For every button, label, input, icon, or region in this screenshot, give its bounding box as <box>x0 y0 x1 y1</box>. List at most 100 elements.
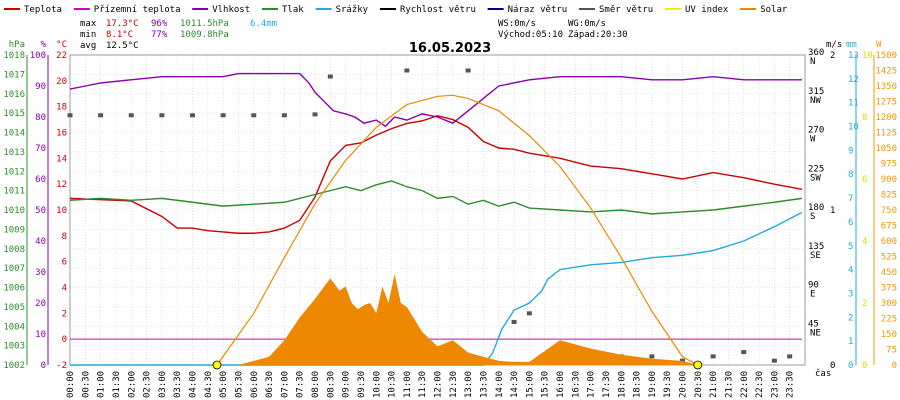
x-tick-label-5: 02:30 <box>143 371 153 398</box>
series-2 <box>69 72 802 128</box>
x-tick-label-25: 12:30 <box>449 371 459 398</box>
w-tick-7: 525 <box>881 253 897 263</box>
dir-tick-7: 360 <box>808 48 824 58</box>
uv-tick-2: 4 <box>862 237 867 247</box>
degc-axis-tick-0: -2 <box>56 361 67 371</box>
hpa-axis-tick-0: 1002 <box>3 361 25 371</box>
mm-axis-label: mm <box>846 40 857 50</box>
hpa-axis-tick-12: 1014 <box>3 129 25 139</box>
stat-wg: WG:0m/s <box>568 19 606 29</box>
stat-max-press: 1011.5hPa <box>180 19 229 29</box>
x-axis-label: čas <box>815 368 831 379</box>
x-tick-label-15: 07:30 <box>296 371 306 398</box>
x-tick-label-28: 14:00 <box>495 371 505 398</box>
legend-label-3: Tlak <box>282 5 304 15</box>
hpa-axis-tick-3: 1005 <box>3 303 25 313</box>
mm-tick-10: 10 <box>848 123 859 133</box>
wind-dir-point-0 <box>67 113 73 118</box>
ms-tick-1: 1 <box>830 206 835 216</box>
stat-ws: WS:0m/s <box>498 19 536 29</box>
uv-tick-4: 8 <box>862 113 867 123</box>
hpa-axis-tick-1: 1003 <box>3 342 25 352</box>
mm-tick-3: 3 <box>848 289 853 299</box>
wind-dir-point-2 <box>128 113 134 118</box>
ms-axis-label: m/s <box>826 40 842 50</box>
w-tick-20: 1500 <box>875 51 897 61</box>
x-tick-label-7: 03:30 <box>173 371 183 398</box>
stat-min-press: 1009.8hPa <box>180 30 229 40</box>
degc-axis-label: °C <box>56 40 67 50</box>
x-tick-label-8: 04:00 <box>189 371 199 398</box>
wind-dir-point-1 <box>98 113 104 118</box>
wind-dir-point-22 <box>771 358 777 363</box>
w-axis-label: W <box>876 40 882 50</box>
mm-tick-8: 8 <box>848 170 853 180</box>
x-tick-label-47: 23:30 <box>786 371 796 398</box>
series-3 <box>69 180 803 215</box>
w-tick-8: 600 <box>881 237 897 247</box>
legend-label-0: Teplota <box>24 5 62 15</box>
dir-tick-5: 270 <box>808 126 824 136</box>
x-tick-label-1: 00:30 <box>81 371 91 398</box>
pct-axis-tick-0: 0 <box>41 361 46 371</box>
mm-tick-6: 6 <box>848 218 853 228</box>
series-solar-theoretical <box>216 94 699 366</box>
x-tick-label-23: 11:30 <box>418 371 428 398</box>
x-tick-label-33: 16:30 <box>571 371 581 398</box>
x-tick-label-19: 09:30 <box>357 371 367 398</box>
dir-tick-3: 180 <box>808 203 824 213</box>
legend-label-7: Směr větru <box>599 5 653 15</box>
wind-dir-point-19 <box>680 358 685 363</box>
degc-axis-tick-10: 18 <box>56 103 67 113</box>
x-tick-label-27: 13:30 <box>479 371 489 398</box>
pct-axis-tick-5: 50 <box>35 206 46 216</box>
hpa-axis-label: hPa <box>9 40 25 50</box>
legend-label-5: Rychlost větru <box>400 5 476 15</box>
wind-dir-point-11 <box>465 68 471 73</box>
w-tick-13: 975 <box>881 160 897 170</box>
wind-dir-point-6 <box>251 113 257 118</box>
wind-dir-point-21 <box>741 350 747 355</box>
x-tick-label-16: 08:00 <box>311 371 321 398</box>
degc-axis-tick-2: 2 <box>62 309 67 319</box>
hpa-axis-tick-6: 1008 <box>3 245 25 255</box>
stats-box: max 17.3°C 96% 1011.5hPa 6.4mm min 8.1°C… <box>80 19 628 51</box>
dir-cardinal-7: N <box>810 57 815 67</box>
mm-tick-4: 4 <box>848 266 853 276</box>
degc-axis-tick-6: 10 <box>56 206 67 216</box>
x-tick-label-17: 08:30 <box>326 371 336 398</box>
legend-label-2: Vlhkost <box>212 5 250 15</box>
x-tick-label-9: 04:30 <box>204 371 214 398</box>
wind-dir-point-12 <box>511 319 517 324</box>
hpa-axis-tick-5: 1007 <box>3 264 25 274</box>
stat-avg-temp: 12.5°C <box>106 41 139 51</box>
x-tick-label-11: 05:30 <box>234 371 244 398</box>
uv-tick-5: 10 <box>862 51 873 61</box>
x-tick-label-2: 01:00 <box>97 371 107 398</box>
x-tick-label-13: 06:30 <box>265 371 275 398</box>
x-tick-label-22: 11:00 <box>403 371 413 398</box>
pct-axis-tick-9: 90 <box>35 82 46 92</box>
wind-dir-point-18 <box>649 354 655 359</box>
hpa-axis-tick-4: 1006 <box>3 284 25 294</box>
wind-dir-point-3 <box>159 113 165 118</box>
degc-axis-tick-5: 8 <box>62 232 67 242</box>
hpa-axis-tick-10: 1012 <box>3 167 25 177</box>
x-tick-label-3: 01:30 <box>112 371 122 398</box>
mm-tick-1: 1 <box>848 337 853 347</box>
w-tick-17: 1275 <box>875 98 897 108</box>
mm-tick-7: 7 <box>848 194 853 204</box>
hpa-axis-tick-11: 1013 <box>3 148 25 158</box>
wind-dir-point-5 <box>220 113 226 118</box>
w-tick-4: 300 <box>881 299 897 309</box>
x-tick-label-20: 10:00 <box>372 371 382 398</box>
chart-title: 16.05.2023 <box>409 41 491 56</box>
w-tick-18: 1350 <box>875 82 897 92</box>
stat-avg-label: avg <box>80 41 96 51</box>
legend-label-6: Náraz větru <box>508 5 568 15</box>
x-tick-label-21: 10:30 <box>388 371 398 398</box>
x-tick-label-30: 15:00 <box>525 371 535 398</box>
pct-axis-label: % <box>41 40 47 50</box>
dir-cardinal-0: NE <box>810 328 821 338</box>
legend-label-8: UV index <box>685 5 729 15</box>
